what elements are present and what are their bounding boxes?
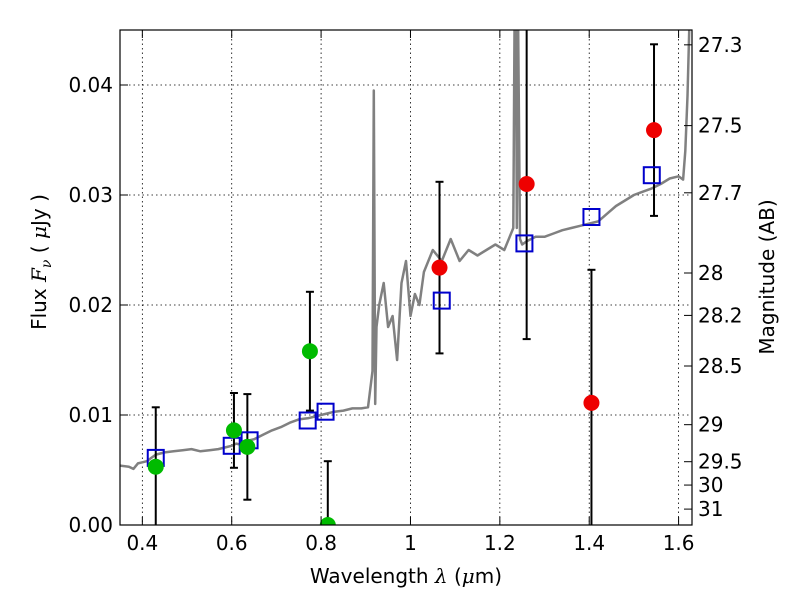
model-square: [432, 291, 451, 310]
right-tick-label: 28.2: [698, 303, 743, 327]
plot-area: [120, 30, 691, 525]
right-tick-label: 29.5: [698, 450, 743, 474]
axis-ticks: 0.4 0.6 0.8 1 1.2 1.4 1.6 0.00 0.01 0.02 0.03 0.04 2…: [68, 30, 743, 555]
right-tick-label: 29: [698, 413, 723, 437]
data-point: [431, 259, 448, 276]
y-tick-label: 0.03: [68, 183, 113, 207]
x-tick-label: 0.8: [305, 531, 337, 555]
sed-model-curves: [120, 30, 691, 471]
y-axis-title: Flux Fν ( μJy ): [27, 194, 55, 330]
y-tick-label: 0.00: [68, 513, 113, 537]
x-tick-label: 1.2: [484, 531, 516, 555]
x-tick-label: 0.4: [126, 531, 158, 555]
model-square: [582, 208, 601, 226]
y-tick-label: 0.02: [68, 293, 113, 317]
y-tick-label: 0.04: [68, 73, 113, 97]
right-tick-label: 28: [698, 261, 723, 285]
data-point: [301, 343, 318, 360]
x-tick-label: 0.6: [216, 531, 248, 555]
sed-model-line: [120, 30, 691, 471]
right-tick-label: 28.5: [698, 354, 743, 378]
data-point: [583, 394, 600, 411]
model-square: [298, 411, 317, 430]
model-square: [316, 402, 335, 421]
right-tick-label: 27.5: [698, 114, 743, 138]
model-square: [642, 166, 661, 185]
x-tick-label: 1: [404, 531, 417, 555]
y-tick-label: 0.01: [68, 403, 113, 427]
data-point: [319, 517, 336, 525]
x-tick-label: 1.6: [663, 531, 695, 555]
data-point: [147, 458, 164, 475]
right-tick-label: 27.7: [698, 181, 743, 205]
plot-frame: [119, 29, 693, 526]
right-tick-label: 30: [698, 473, 723, 497]
data-point: [518, 176, 535, 192]
y-axis-right-title: Magnitude (AB): [755, 199, 779, 354]
data-point: [239, 438, 256, 455]
right-tick-label: 31: [698, 497, 723, 521]
x-axis-title: Wavelength λ (μm): [310, 564, 502, 588]
plot-background: [120, 30, 692, 525]
x-tick-label: 1.4: [573, 531, 605, 555]
right-tick-label: 27.3: [698, 33, 743, 57]
observed-points: [147, 122, 663, 525]
data-point: [225, 422, 242, 439]
model-square: [515, 234, 534, 253]
data-point: [646, 122, 663, 139]
